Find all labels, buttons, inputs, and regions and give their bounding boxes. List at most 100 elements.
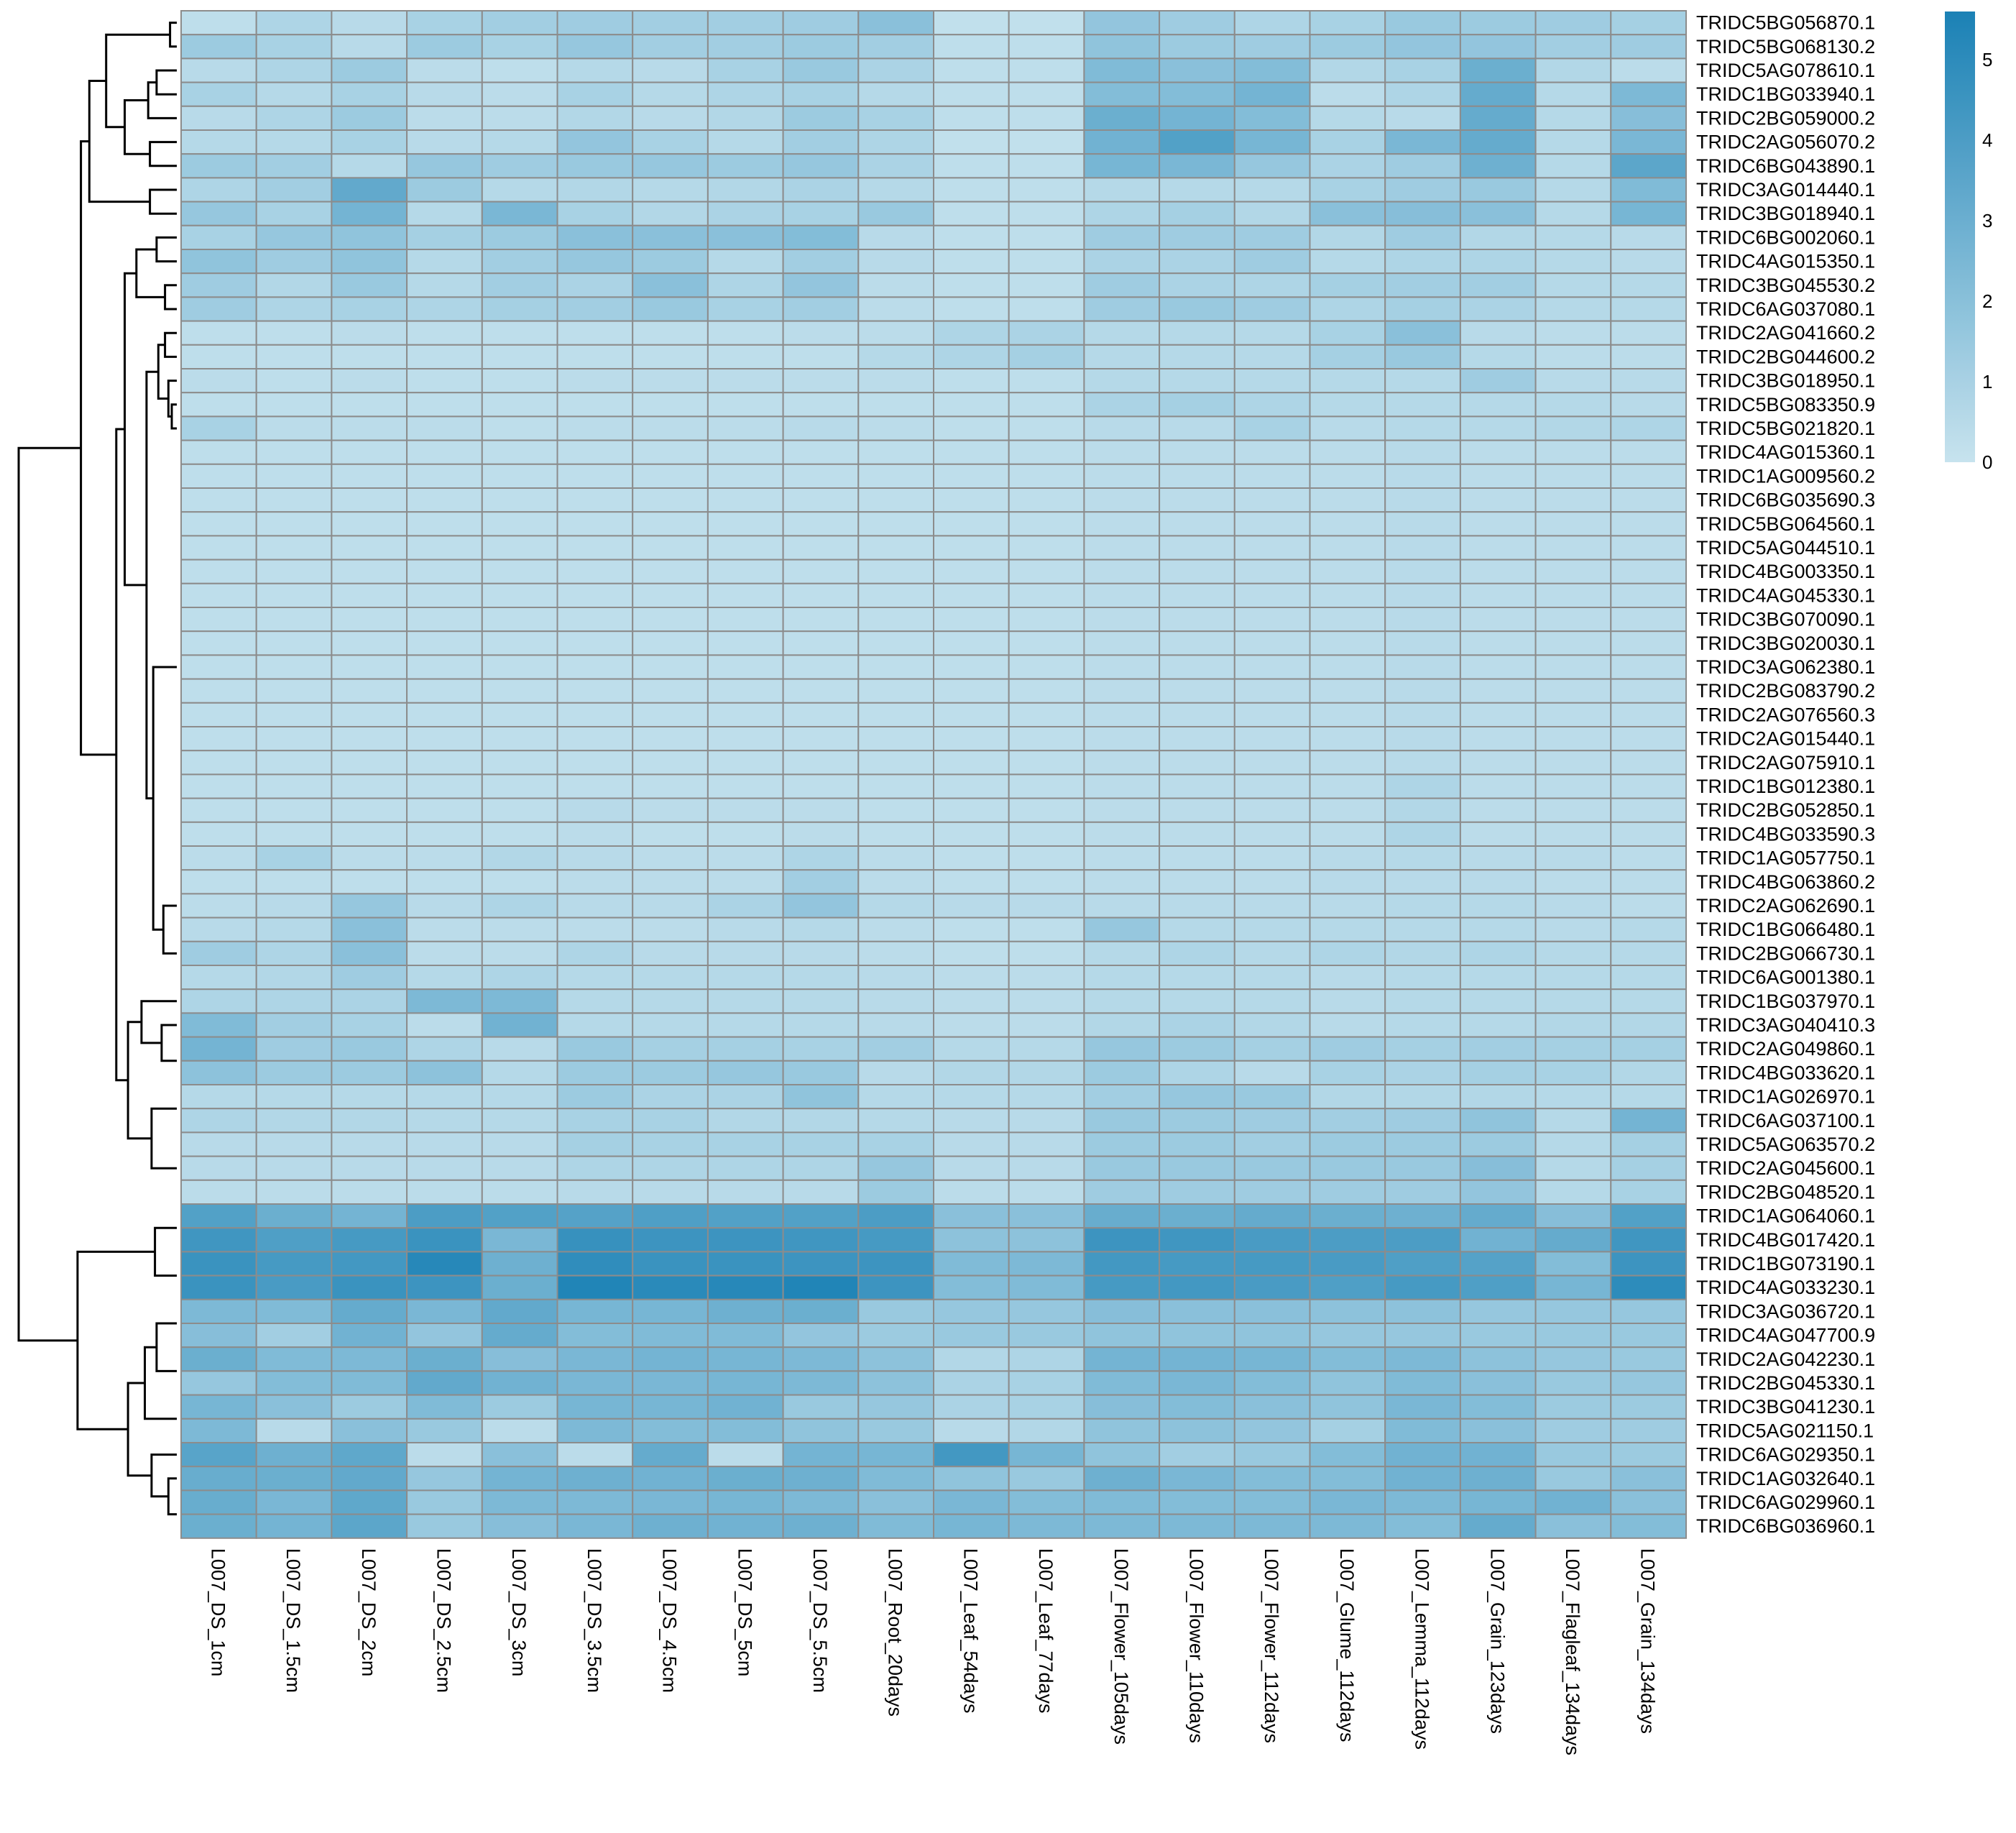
heatmap-cell: [632, 153, 709, 179]
dendrogram-branch: [154, 1226, 177, 1277]
heatmap-cell: [857, 105, 935, 132]
legend-tick-label: 0: [1982, 451, 1992, 473]
dendrogram-branch: [150, 1453, 177, 1498]
heatmap-cell: [331, 678, 408, 704]
heatmap-cell: [1459, 1060, 1537, 1086]
heatmap-cell: [255, 821, 333, 847]
heatmap-cell: [180, 1227, 257, 1253]
heatmap-cell: [1008, 10, 1085, 36]
heatmap-cell: [1159, 272, 1235, 298]
row-label: TRIDC2BG066730.1: [1696, 942, 1875, 964]
heatmap-cell: [1384, 296, 1461, 322]
heatmap-cell: [556, 392, 634, 418]
heatmap-cell: [1534, 296, 1612, 322]
heatmap-cell: [1233, 1489, 1311, 1515]
heatmap-cell: [1008, 224, 1085, 250]
heatmap-cell: [857, 869, 935, 895]
heatmap-cell: [706, 1370, 784, 1396]
heatmap-cell: [556, 1227, 634, 1253]
row-label: TRIDC5BG068130.2: [1696, 36, 1875, 58]
heatmap-cell: [1610, 1227, 1688, 1253]
legend-tick-label: 3: [1982, 210, 1992, 231]
heatmap-cell: [857, 1442, 935, 1468]
heatmap-cell: [180, 81, 257, 107]
heatmap-cell: [1083, 1084, 1161, 1110]
heatmap-cell: [1384, 1012, 1461, 1038]
heatmap-cell: [1534, 487, 1612, 513]
heatmap-cell: [857, 129, 935, 155]
heatmap-cell: [1309, 1346, 1386, 1372]
heatmap-cell: [1083, 1251, 1161, 1277]
heatmap-cell: [1534, 1418, 1612, 1444]
dendrogram-branch: [155, 236, 177, 263]
row-label: TRIDC2AG075910.1: [1696, 752, 1875, 773]
heatmap-cell: [406, 105, 483, 132]
heatmap-cell: [1384, 511, 1461, 537]
heatmap-cell: [706, 726, 784, 752]
heatmap-cell: [1233, 654, 1311, 680]
heatmap-cell: [632, 1394, 709, 1420]
heatmap-cell: [1384, 129, 1461, 155]
heatmap-cell: [1610, 654, 1688, 680]
heatmap-cell: [1159, 368, 1235, 394]
heatmap-cell: [1083, 750, 1161, 776]
heatmap-cell: [1083, 916, 1161, 942]
heatmap-cell: [706, 129, 784, 155]
heatmap-cell: [1384, 463, 1461, 489]
heatmap-cell: [1384, 1466, 1461, 1492]
heatmap-cell: [632, 893, 709, 919]
heatmap-cell: [782, 869, 860, 895]
heatmap-cell: [1159, 988, 1235, 1014]
heatmap-cell: [933, 845, 1010, 871]
heatmap-cell: [1159, 415, 1235, 441]
heatmap-cell: [1309, 1489, 1386, 1515]
column-label: L007_Glume_112days: [1336, 1548, 1358, 1742]
heatmap-cell: [1083, 224, 1161, 250]
heatmap-cell: [481, 1466, 558, 1492]
heatmap-cell: [406, 153, 483, 179]
heatmap-cell: [1384, 1323, 1461, 1349]
heatmap-cell: [556, 893, 634, 919]
heatmap-cell: [1233, 511, 1311, 537]
heatmap-cell: [1159, 1155, 1235, 1181]
row-label: TRIDC2AG049860.1: [1696, 1038, 1875, 1060]
heatmap-cell: [1233, 201, 1311, 226]
heatmap-cell: [933, 487, 1010, 513]
heatmap-cell: [481, 1084, 558, 1110]
heatmap-cell: [1309, 916, 1386, 942]
heatmap-cell: [1610, 1155, 1688, 1181]
heatmap-cell: [255, 1394, 333, 1420]
heatmap-cell: [481, 654, 558, 680]
heatmap-cell: [556, 1131, 634, 1157]
heatmap-cell: [1459, 272, 1537, 298]
heatmap-cell: [632, 81, 709, 107]
heatmap-cell: [1309, 559, 1386, 584]
heatmap-cell: [1534, 988, 1612, 1014]
heatmap-cell: [331, 1394, 408, 1420]
heatmap-cell: [1008, 1274, 1085, 1300]
heatmap-cell: [180, 940, 257, 967]
column-label: L007_Flagleaf_134days: [1562, 1548, 1583, 1755]
heatmap-cell: [1233, 582, 1311, 608]
heatmap-cell: [933, 1012, 1010, 1038]
heatmap-cell: [556, 1274, 634, 1300]
heatmap-cell: [255, 1131, 333, 1157]
heatmap-cell: [331, 463, 408, 489]
heatmap-cell: [1610, 582, 1688, 608]
heatmap-cell: [1233, 415, 1311, 441]
heatmap-cell: [1233, 1251, 1311, 1277]
heatmap-cell: [632, 129, 709, 155]
heatmap-cell: [1384, 1227, 1461, 1253]
heatmap-cell: [406, 726, 483, 752]
heatmap-cell: [1384, 678, 1461, 704]
heatmap-cell: [406, 511, 483, 537]
heatmap-cell: [556, 607, 634, 633]
heatmap-cell: [1159, 1466, 1235, 1492]
heatmap-cell: [1384, 726, 1461, 752]
heatmap-cell: [1008, 1442, 1085, 1468]
heatmap-cell: [706, 1131, 784, 1157]
heatmap-cell: [782, 797, 860, 823]
heatmap-cell: [1008, 511, 1085, 537]
heatmap-cell: [706, 224, 784, 250]
heatmap-cell: [180, 320, 257, 346]
